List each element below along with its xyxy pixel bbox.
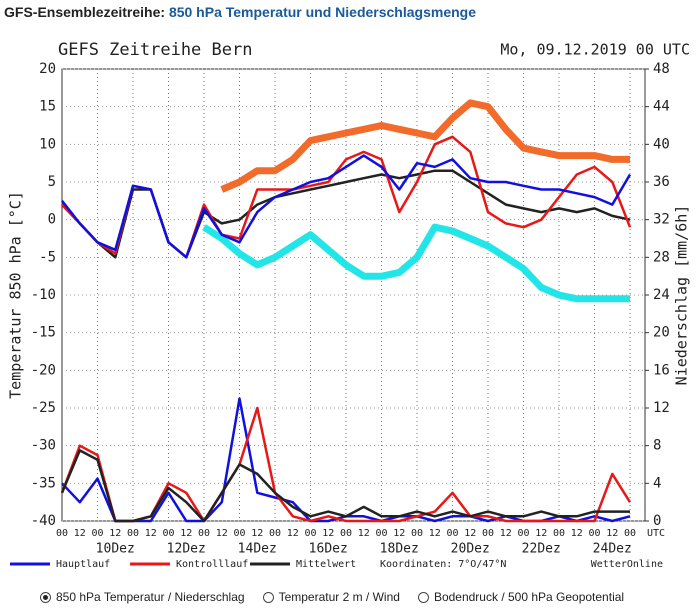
legend-brand: WetterOnline: [591, 559, 663, 570]
x-tick-label: 00: [553, 528, 565, 539]
x-tick-label: 12: [109, 528, 121, 539]
y2-tick-label: 20: [653, 325, 670, 341]
y-tick-label: 15: [39, 99, 56, 115]
x-tick-label: 12: [322, 528, 334, 539]
x-tick-label: 00: [624, 528, 636, 539]
y-tick-label: -20: [31, 362, 56, 378]
x-tick-label: 00: [198, 528, 210, 539]
x-tick-label: 00: [517, 528, 529, 539]
x-tick-label: 12: [429, 528, 441, 539]
x-tick-label: 12: [500, 528, 512, 539]
option[interactable]: Bodendruck / 500 hPa Geopotential: [417, 590, 625, 604]
legend-label: Hauptlauf: [56, 559, 110, 570]
series-line: [220, 99, 630, 193]
x-tick-label: 00: [233, 528, 245, 539]
series-line: [60, 449, 630, 523]
legend-note: Koordinaten: 7°O/47°N: [380, 559, 506, 570]
x-tick-label: 00: [375, 528, 387, 539]
series-line: [60, 406, 632, 523]
y2-tick-label: 40: [653, 136, 670, 152]
option-label: Bodendruck / 500 hPa Geopotential: [433, 590, 625, 604]
y2-tick-label: 4: [653, 475, 661, 491]
date-label: 24Dez: [593, 542, 632, 557]
date-label: 12Dez: [167, 542, 206, 557]
y2-tick-label: 8: [653, 438, 661, 454]
series-line: [202, 223, 630, 303]
y2-tick-label: 28: [653, 249, 670, 265]
x-tick-label: 00: [588, 528, 600, 539]
x-tick-label: 12: [74, 528, 86, 539]
x-tick-label: 12: [571, 528, 583, 539]
y-tick-label: -30: [31, 438, 56, 454]
option-label: Temperatur 2 m / Wind: [278, 590, 400, 604]
y2-tick-label: 0: [653, 513, 661, 529]
y-tick-label: -40: [31, 513, 56, 529]
x-tick-label: 00: [411, 528, 423, 539]
option-label: 850 hPa Temperatur / Niederschlag: [56, 590, 245, 604]
y2-tick-label: 32: [653, 212, 670, 228]
series-line: [61, 154, 632, 259]
series-line: [61, 397, 631, 523]
x-tick-label: 00: [446, 528, 458, 539]
option[interactable]: Temperatur 2 m / Wind: [262, 590, 400, 604]
chart-subtitle: Mo, 09.12.2019 00 UTC: [500, 41, 690, 59]
date-label: 18Dez: [380, 542, 419, 557]
y2-tick-label: 24: [653, 287, 670, 303]
y-tick-label: -35: [31, 475, 56, 491]
y2-tick-label: 36: [653, 174, 670, 190]
y-tick-label: -10: [31, 287, 56, 303]
x-tick-label: 12: [180, 528, 192, 539]
date-label: 10Dez: [96, 542, 135, 557]
x-tick-label: 00: [127, 528, 139, 539]
radio-button[interactable]: [40, 591, 51, 603]
chart-title: GEFS Zeitreihe Bern: [58, 40, 252, 60]
y-tick-label: -5: [39, 249, 56, 265]
y-tick-label: -15: [31, 325, 56, 341]
legend-label: Kontrolllauf: [176, 559, 248, 570]
option[interactable]: 850 hPa Temperatur / Niederschlag: [40, 590, 245, 604]
y-tick-label: 0: [48, 212, 56, 228]
options: 850 hPa Temperatur / Niederschlag Tempera…: [40, 590, 624, 604]
x-tick-label: 12: [216, 528, 228, 539]
x-tick-label: 12: [606, 528, 618, 539]
legend-label: Mittelwert: [296, 559, 356, 570]
x-tick-label: 12: [535, 528, 547, 539]
x-tick-label: 12: [251, 528, 263, 539]
y-axis-label: Temperatur 850 hPa [°C]: [7, 191, 25, 399]
x-tick-label: 00: [56, 528, 68, 539]
header-title: 850 hPa Temperatur und Niederschlagsmeng…: [168, 4, 477, 20]
x-tick-label: 00: [482, 528, 494, 539]
x-tick-label: 00: [304, 528, 316, 539]
header-label: GFS-Ensemblezeitreihe:: [4, 4, 166, 20]
radio-button[interactable]: [262, 591, 274, 603]
date-label: 16Dez: [309, 542, 348, 557]
y-tick-label: 10: [39, 136, 56, 152]
x-unit-label: UTC: [647, 528, 665, 539]
page-header: GFS-Ensemblezeitreihe: 850 hPa Temperatu…: [4, 4, 476, 20]
x-tick-label: 12: [145, 528, 157, 539]
y2-tick-label: 48: [653, 61, 670, 77]
date-label: 14Dez: [238, 542, 277, 557]
x-tick-label: 12: [287, 528, 299, 539]
y2-axis-label: Niederschlag [mm/6h]: [673, 205, 691, 386]
x-tick-label: 12: [464, 528, 476, 539]
x-tick-label: 00: [340, 528, 352, 539]
y2-tick-label: 44: [653, 99, 670, 115]
x-tick-label: 12: [358, 528, 370, 539]
x-tick-label: 00: [162, 528, 174, 539]
x-tick-label: 00: [269, 528, 281, 539]
y2-tick-label: 16: [653, 362, 670, 378]
y-tick-label: -25: [31, 400, 56, 416]
chart: GEFS Zeitreihe Bern Mo, 09.12.2019 00 UT…: [7, 40, 691, 570]
x-tick-label: 00: [91, 528, 103, 539]
radio-button[interactable]: [417, 591, 429, 603]
x-tick-label: 12: [393, 528, 405, 539]
y2-tick-label: 12: [653, 400, 670, 416]
y-tick-label: 5: [48, 174, 56, 190]
date-label: 20Dez: [451, 542, 490, 557]
date-label: 22Dez: [522, 542, 561, 557]
y-tick-label: 20: [39, 61, 56, 77]
